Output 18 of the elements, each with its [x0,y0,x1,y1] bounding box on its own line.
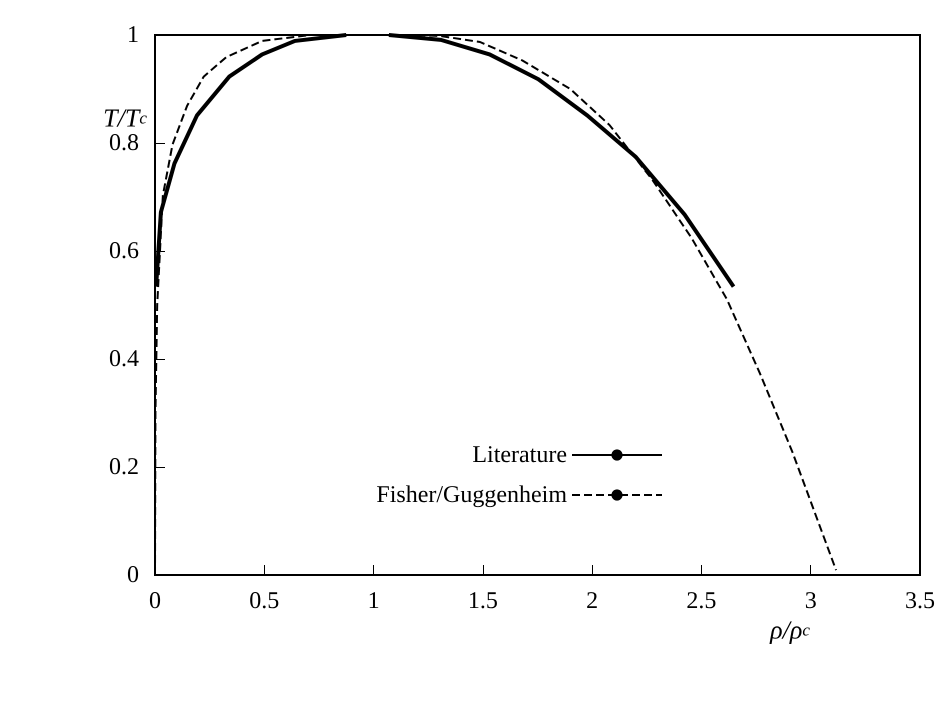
y-tick-label: 0.2 [109,454,139,480]
x-tick-label: 0.5 [249,588,280,614]
x-tick-label: 1.5 [468,588,498,614]
x-tick-label: 2 [586,588,598,614]
y-tick-label: 0 [127,562,139,588]
legend-label: Fisher/Guggenheim [376,482,568,508]
y-axis-title: T/Tc [103,104,148,133]
legend-label: Literature [472,442,567,468]
y-tick-label: 1 [127,22,139,48]
x-tick-label: 0 [149,588,161,614]
x-tick-label: 3.5 [905,588,935,614]
y-tick-label: 0.8 [109,130,139,156]
y-tick-label: 0.4 [109,346,139,372]
x-tick-label: 3 [804,588,817,614]
x-axis-title: ρ/ρc [769,616,810,644]
y-tick-label: 0.6 [109,238,139,264]
x-tick-label: 2.5 [686,588,716,614]
x-tick-label: 1 [368,588,380,614]
